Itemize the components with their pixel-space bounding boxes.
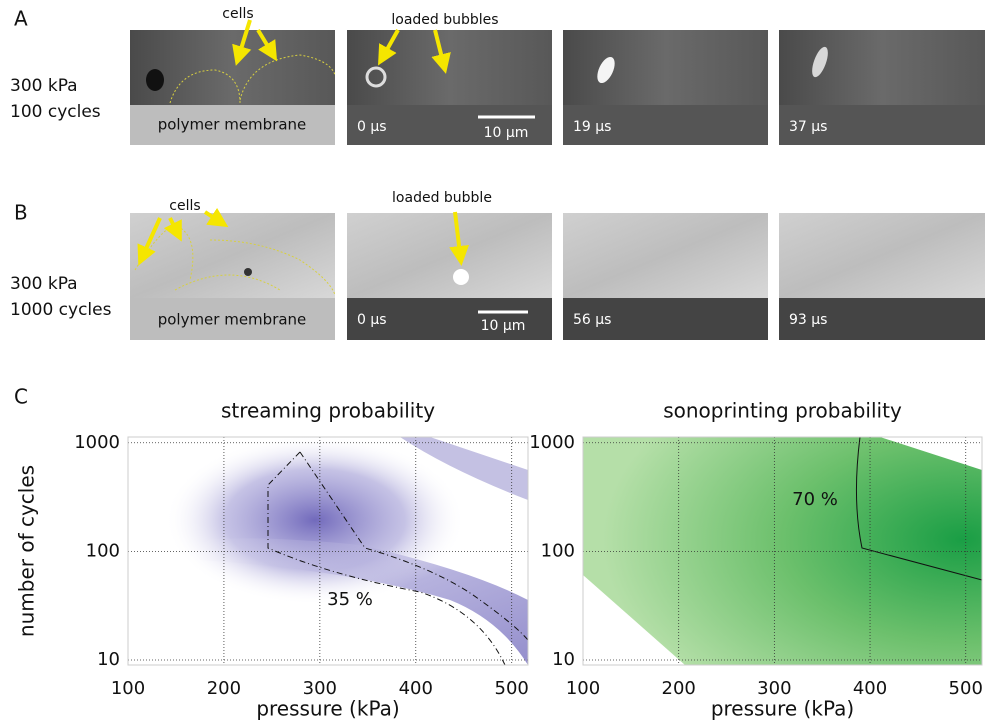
x-axis-label: pressure (kPa): [256, 697, 399, 721]
x-tick-label: 400: [399, 678, 433, 699]
time-label: 93 µs: [789, 312, 827, 328]
y-tick-label: 100: [541, 540, 575, 561]
contour-label: 70 %: [792, 489, 838, 510]
x-tick-label: 100: [111, 678, 145, 699]
time-label: 37 µs: [789, 119, 827, 135]
time-label: 56 µs: [573, 312, 611, 328]
x-tick-label: 200: [662, 678, 696, 699]
panel-label: B: [14, 201, 28, 225]
x-tick-label: 500: [949, 678, 983, 699]
x-tick-label: 400: [853, 678, 887, 699]
annotation: loaded bubbles: [391, 12, 498, 28]
y-tick-label: 10: [97, 649, 120, 670]
condition: 300 kPa: [10, 274, 78, 294]
x-tick-label: 500: [495, 678, 529, 699]
condition: 300 kPa: [10, 76, 78, 96]
y-tick-label: 100: [86, 540, 120, 561]
membrane-label: polymer membrane: [158, 311, 307, 329]
annotation: cells: [169, 198, 200, 214]
x-tick-label: 200: [207, 678, 241, 699]
scale-bar-label: 10 µm: [484, 125, 529, 141]
y-tick-label: 10: [552, 649, 575, 670]
y-tick-label: 1000: [529, 432, 575, 453]
panel-label: A: [14, 7, 28, 31]
membrane-label: polymer membrane: [158, 116, 307, 134]
figure: A 300 kPa 100 cycles cells loaded bubble…: [0, 0, 985, 726]
streaming-map: [165, 435, 528, 665]
contour-label: 35 %: [327, 589, 373, 610]
y-tick-label: 1000: [74, 432, 120, 453]
chart-title: streaming probability: [221, 399, 435, 423]
time-label: 0 µs: [357, 119, 387, 135]
condition: 100 cycles: [10, 102, 101, 122]
scale-bar-label: 10 µm: [481, 318, 526, 334]
time-label: 19 µs: [573, 119, 611, 135]
condition: 1000 cycles: [10, 300, 112, 320]
time-label: 0 µs: [357, 312, 387, 328]
annotation: loaded bubble: [392, 190, 492, 206]
x-tick-label: 100: [566, 678, 600, 699]
x-axis-label: pressure (kPa): [711, 697, 854, 721]
panel-label: C: [14, 385, 28, 409]
y-axis-label: number of cycles: [15, 465, 39, 637]
chart-title: sonoprinting probability: [663, 399, 902, 423]
annotation: cells: [222, 6, 253, 22]
